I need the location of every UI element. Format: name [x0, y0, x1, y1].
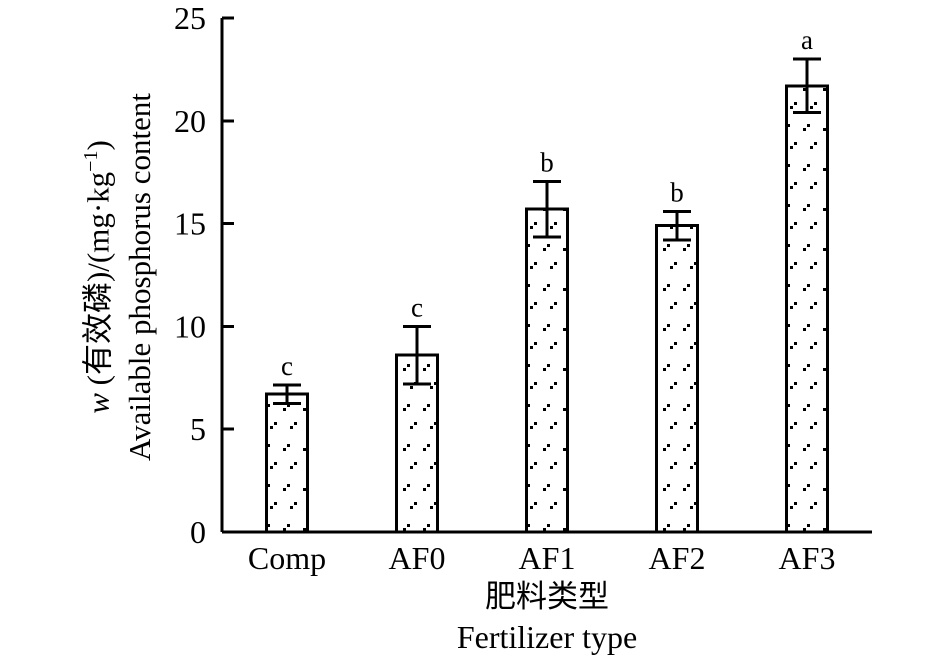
x-category-label: AF2: [649, 540, 706, 576]
error-bar-AF0: [403, 324, 431, 386]
bar-AF3: [785, 84, 829, 534]
error-bar-Comp: [273, 383, 301, 405]
bar-AF1: [525, 207, 569, 534]
sig-letter: a: [801, 25, 813, 55]
sig-letter: c: [411, 292, 423, 322]
y-axis-title-line2: Available phosphorus content: [122, 93, 158, 461]
y-axis-symbol: w: [80, 393, 116, 414]
x-category-label: AF0: [389, 540, 446, 576]
error-bar-AF3: [793, 57, 821, 115]
error-bar-AF1: [533, 179, 561, 239]
sig-letter: b: [670, 177, 684, 207]
y-axis-title-line1: w (有效磷)/(mg·kg−1): [80, 140, 116, 414]
x-axis-title-chinese: 肥料类型: [485, 579, 609, 614]
y-tick-label: 15: [174, 206, 206, 242]
x-axis-title-english: Fertilizer type: [456, 619, 638, 655]
y-axis-title: w (有效磷)/(mg·kg−1) Available phosphorus c…: [70, 0, 157, 557]
y-tick-label: 5: [190, 411, 206, 447]
y-tick-label: 0: [190, 514, 206, 550]
error-bar-AF2: [663, 209, 691, 242]
bar-Comp: [265, 392, 309, 534]
y-axis-superscript: −1: [80, 150, 102, 172]
sig-letter: c: [281, 351, 293, 381]
x-category-label: Comp: [248, 540, 326, 576]
y-tick-label: 25: [174, 0, 206, 36]
bar-AF2: [655, 224, 699, 534]
x-category-label: AF1: [519, 540, 576, 576]
sig-letter: b: [540, 147, 554, 177]
y-tick-label: 10: [174, 308, 206, 344]
x-category-label: AF3: [779, 540, 836, 576]
y-tick-label: 20: [174, 103, 206, 139]
